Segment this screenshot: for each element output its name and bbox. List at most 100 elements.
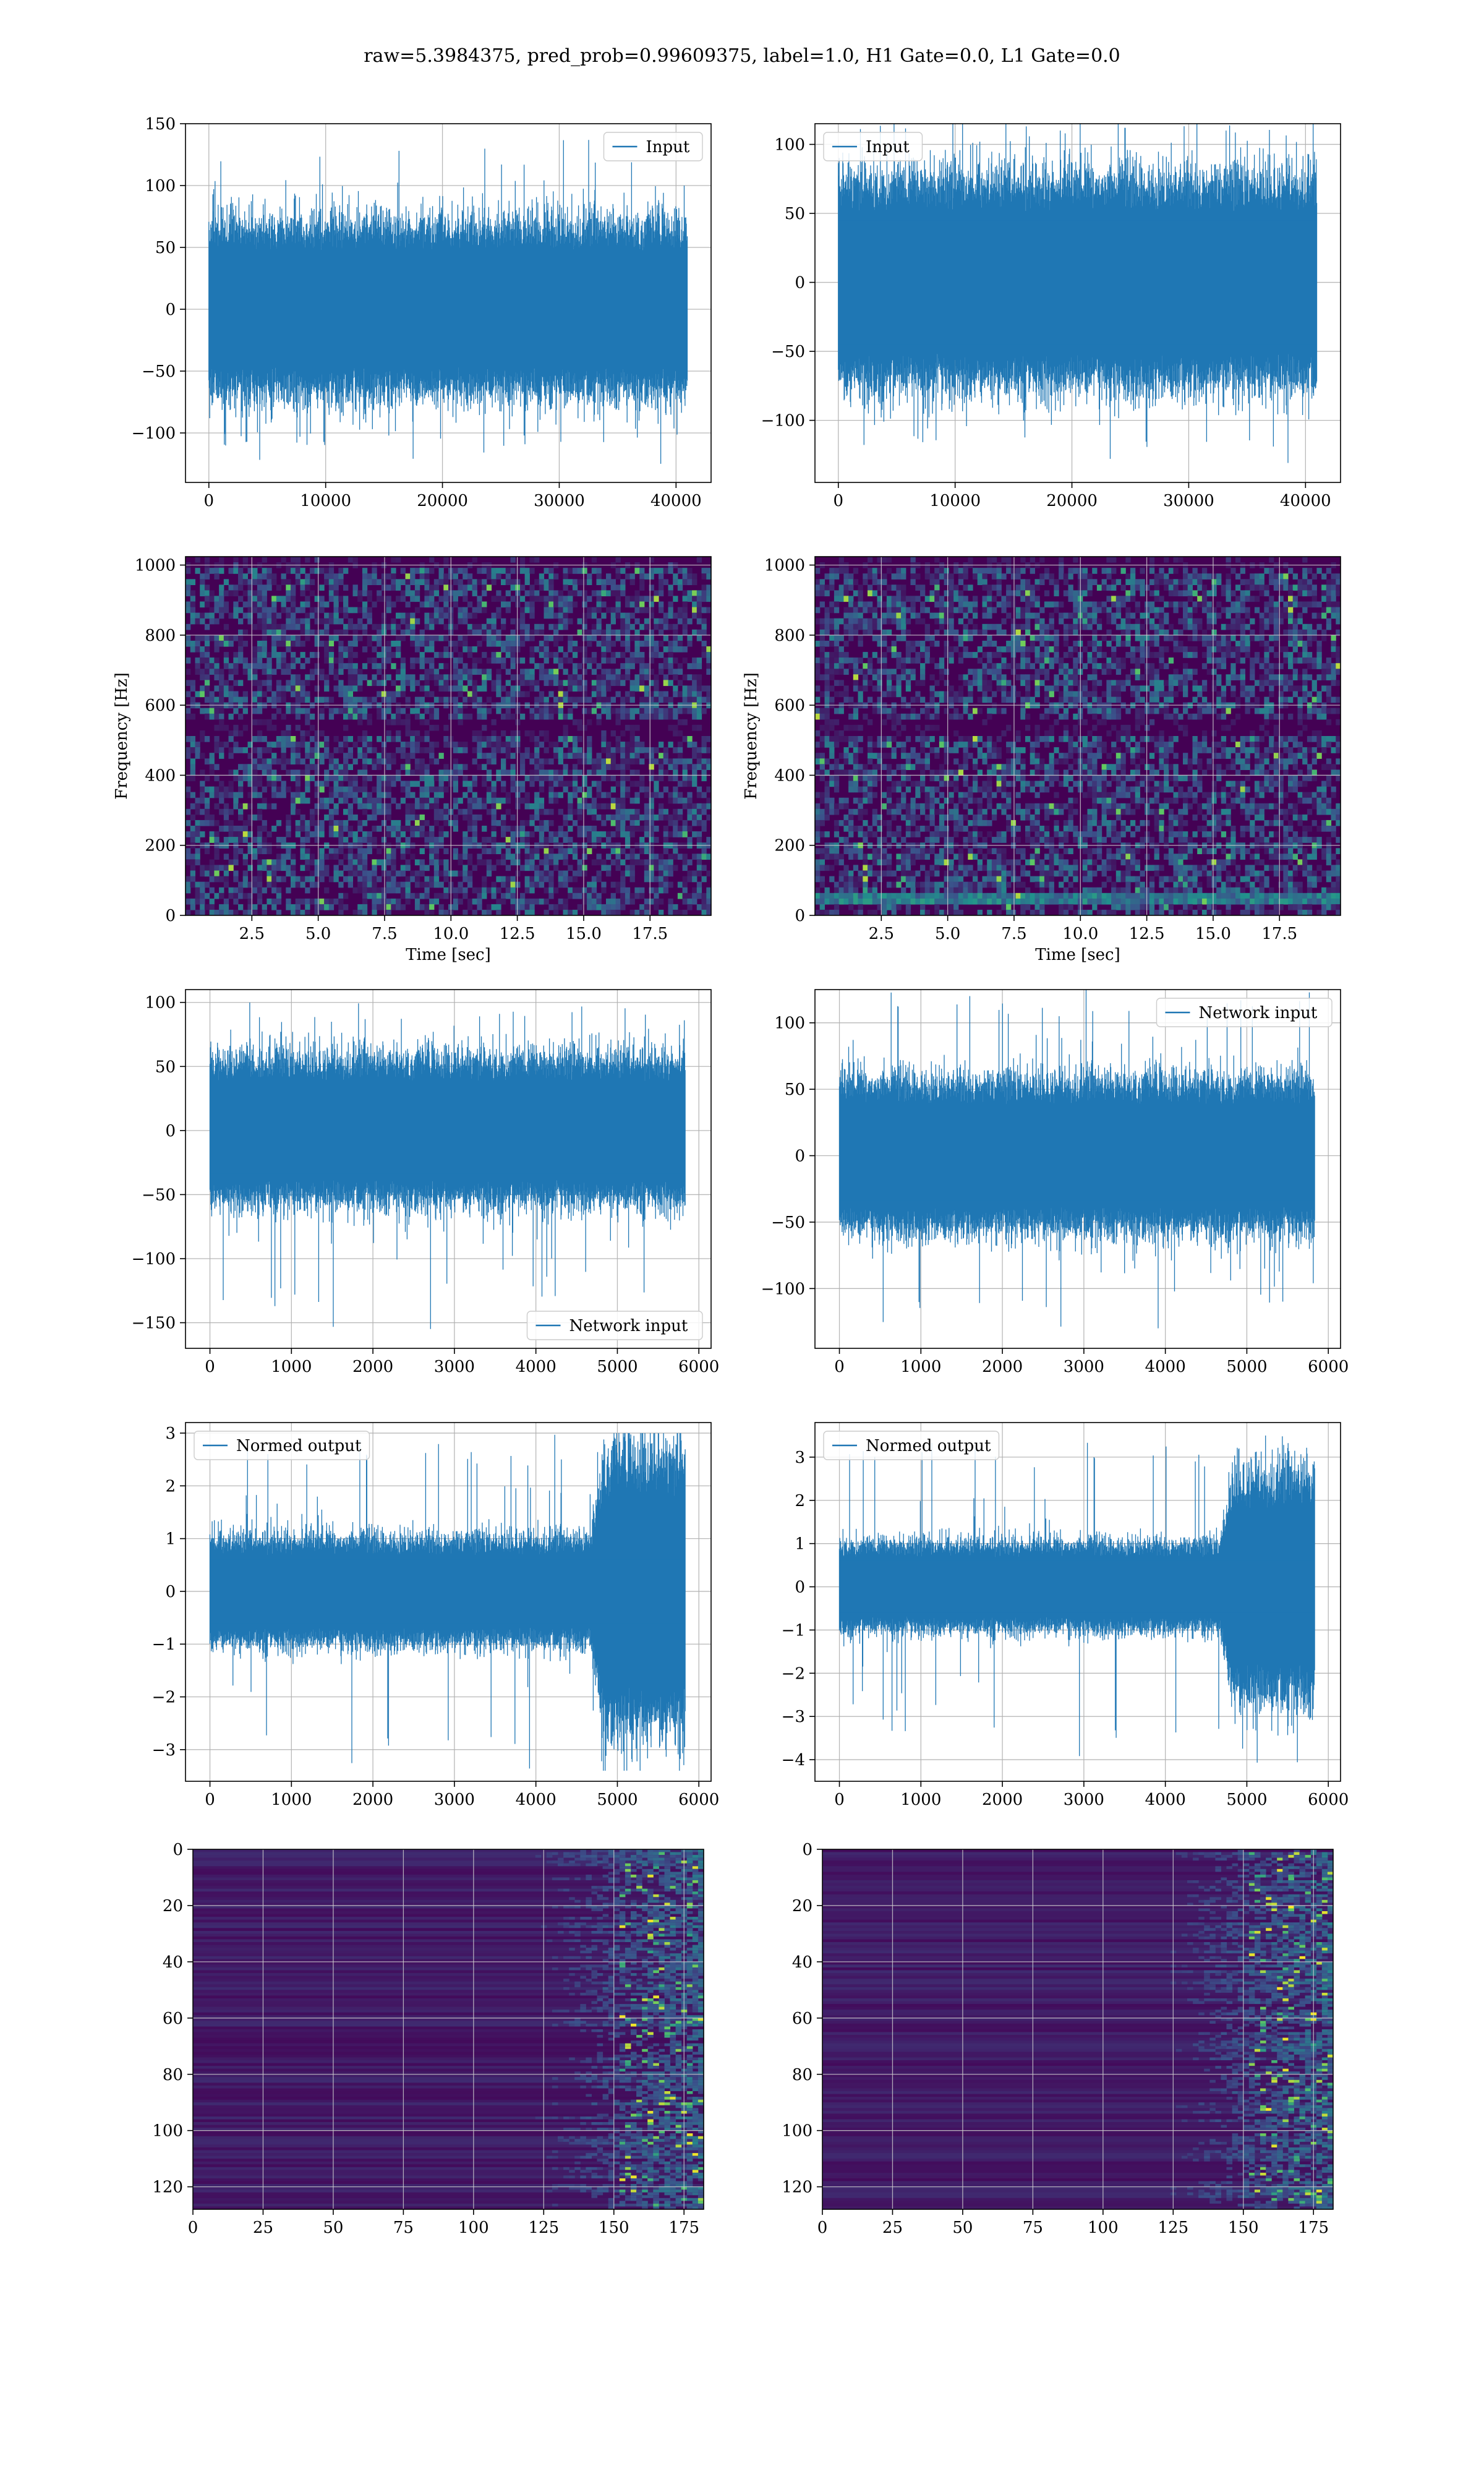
heatmap-cell: [977, 568, 983, 574]
heatmap-cell: [190, 713, 195, 720]
heatmap-cell: [615, 764, 621, 770]
heatmap-cell: [271, 724, 277, 731]
heatmap-cell: [433, 820, 440, 826]
heatmap-cell: [443, 870, 449, 877]
heatmap-cell: [1044, 623, 1050, 630]
heatmap-cell: [606, 629, 612, 636]
heatmap-cell: [701, 826, 707, 832]
heatmap-cell: [701, 629, 707, 636]
heatmap-cell: [286, 786, 291, 793]
heatmap-cell: [367, 887, 372, 894]
heatmap-cell: [419, 865, 425, 871]
heatmap-cell: [233, 612, 239, 619]
grid: [186, 557, 711, 915]
heatmap-cell: [949, 629, 954, 636]
heatmap-cell: [910, 568, 916, 574]
heatmap-cell: [629, 612, 635, 619]
heatmap-cell: [477, 623, 482, 630]
heatmap-cell: [553, 635, 559, 641]
heatmap-cell: [477, 696, 482, 703]
heatmap-cell: [1273, 623, 1279, 630]
heatmap-cell: [482, 848, 487, 854]
heatmap-cell: [920, 607, 926, 614]
heatmap-cell: [414, 568, 420, 574]
heatmap-cell: [1025, 607, 1031, 614]
heatmap-cell: [587, 607, 592, 614]
heatmap-cell: [939, 607, 945, 614]
heatmap-cell: [577, 696, 582, 703]
heatmap-cell: [629, 892, 635, 899]
heatmap-cell: [1120, 623, 1126, 630]
heatmap-cell: [377, 775, 382, 782]
heatmap-cell: [582, 775, 587, 782]
heatmap-cell: [377, 764, 382, 770]
heatmap-cell: [377, 596, 382, 602]
heatmap-cell: [663, 881, 668, 888]
heatmap-cell: [242, 892, 248, 899]
heatmap-cell: [649, 612, 654, 619]
heatmap-cell: [443, 909, 449, 915]
heatmap-cell: [696, 753, 702, 759]
heatmap-cell: [696, 724, 702, 731]
heatmap-cell: [414, 657, 420, 664]
heatmap-cell: [386, 786, 391, 793]
heatmap-cell: [663, 753, 668, 759]
heatmap-cell: [300, 623, 305, 630]
y-tick-label: 600: [145, 696, 176, 715]
heatmap-cell: [1273, 618, 1279, 625]
x-tick-label: 10000: [929, 492, 981, 510]
heatmap-cell: [247, 904, 253, 910]
heatmap-cell: [391, 848, 396, 854]
heatmap-cell: [644, 808, 650, 815]
heatmap-cell: [1115, 601, 1122, 608]
heatmap-cell: [505, 640, 511, 647]
heatmap-cell: [896, 596, 902, 602]
heatmap-cell: [610, 629, 616, 636]
heatmap-cell: [295, 635, 301, 641]
heatmap-cell: [706, 607, 711, 614]
heatmap-cell: [314, 803, 320, 810]
heatmap-cell: [333, 781, 339, 787]
heatmap-cell: [620, 640, 626, 647]
heatmap-cell: [482, 876, 487, 883]
heatmap-cell: [190, 612, 195, 619]
heatmap-cell: [596, 691, 602, 698]
heatmap-cell: [195, 803, 200, 810]
heatmap-cell: [186, 640, 191, 647]
heatmap-cell: [1187, 579, 1193, 585]
heatmap-cell: [348, 831, 353, 837]
heatmap-cell: [463, 848, 468, 854]
heatmap-cell: [453, 623, 458, 630]
heatmap-cell: [352, 792, 358, 798]
heatmap-cell: [1115, 607, 1122, 614]
heatmap-cell: [419, 601, 425, 608]
heatmap-cell: [319, 753, 325, 759]
heatmap-cell: [629, 685, 635, 692]
heatmap-cell: [515, 898, 521, 905]
heatmap-cell: [252, 814, 258, 821]
heatmap-cell: [352, 623, 358, 630]
heatmap-cell: [443, 573, 449, 580]
heatmap-cell: [1149, 590, 1155, 597]
heatmap-cell: [458, 652, 463, 658]
heatmap-cell: [659, 640, 664, 647]
heatmap-cell: [544, 607, 549, 614]
heatmap-cell: [629, 859, 635, 866]
heatmap-cell: [629, 870, 635, 877]
heatmap-cell: [443, 786, 449, 793]
heatmap-cell: [386, 674, 391, 680]
heatmap-cell: [433, 808, 440, 815]
heatmap-cell: [267, 781, 272, 787]
heatmap-cell: [668, 584, 673, 591]
heatmap-cell: [558, 881, 563, 888]
heatmap-cell: [467, 820, 473, 826]
heatmap-cell: [377, 629, 382, 636]
heatmap-cell: [391, 820, 396, 826]
heatmap-cell: [338, 657, 344, 664]
heatmap-cell: [338, 663, 344, 669]
heatmap-cell: [834, 573, 840, 580]
heatmap-cell: [219, 742, 224, 748]
heatmap-cell: [587, 792, 592, 798]
heatmap-cell: [333, 876, 339, 883]
heatmap-cell: [696, 629, 702, 636]
